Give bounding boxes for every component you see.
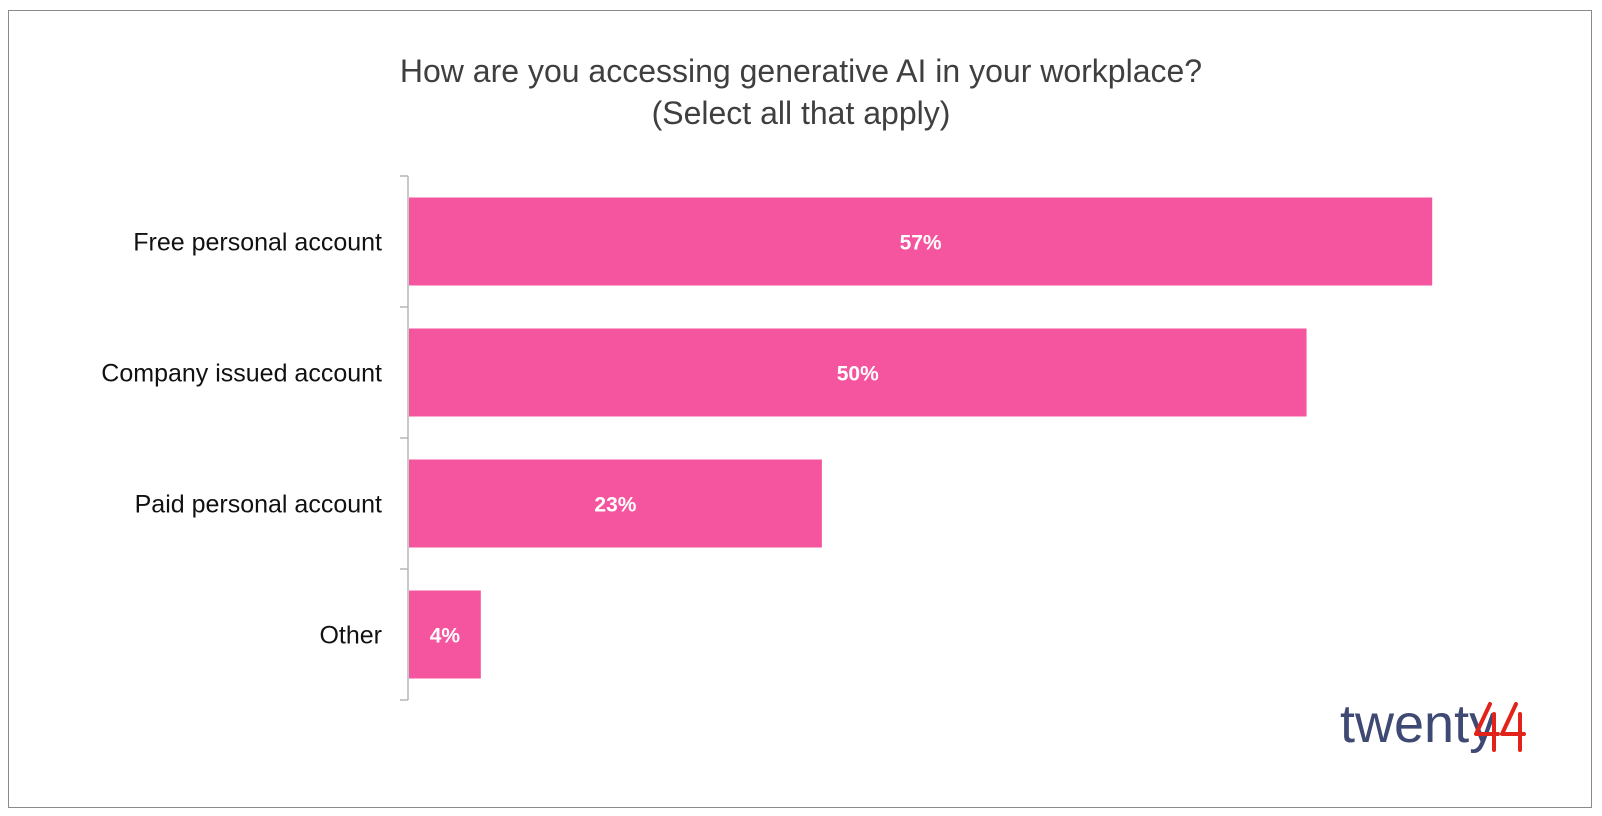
chart-title-block: How are you accessing generative AI in y… bbox=[0, 50, 1602, 134]
category-label: Company issued account bbox=[101, 360, 382, 388]
bar bbox=[409, 459, 822, 548]
bar bbox=[409, 197, 1433, 286]
logo-44-mark bbox=[1474, 702, 1526, 752]
category-label: Paid personal account bbox=[135, 491, 382, 519]
bar-value-label: 23% bbox=[594, 494, 636, 517]
logo-wordmark: twenty bbox=[1340, 694, 1496, 754]
bar bbox=[409, 328, 1307, 417]
bar-value-label: 57% bbox=[900, 232, 942, 255]
category-label: Other bbox=[319, 622, 382, 650]
bar-value-label: 4% bbox=[430, 625, 461, 648]
category-label: Free personal account bbox=[133, 229, 382, 257]
chart-title: How are you accessing generative AI in y… bbox=[399, 53, 1203, 89]
chart-subtitle: (Select all that apply) bbox=[651, 95, 951, 131]
bar bbox=[409, 590, 481, 679]
twenty44-logo: twenty bbox=[1340, 694, 1526, 754]
bar-value-label: 50% bbox=[837, 363, 879, 386]
